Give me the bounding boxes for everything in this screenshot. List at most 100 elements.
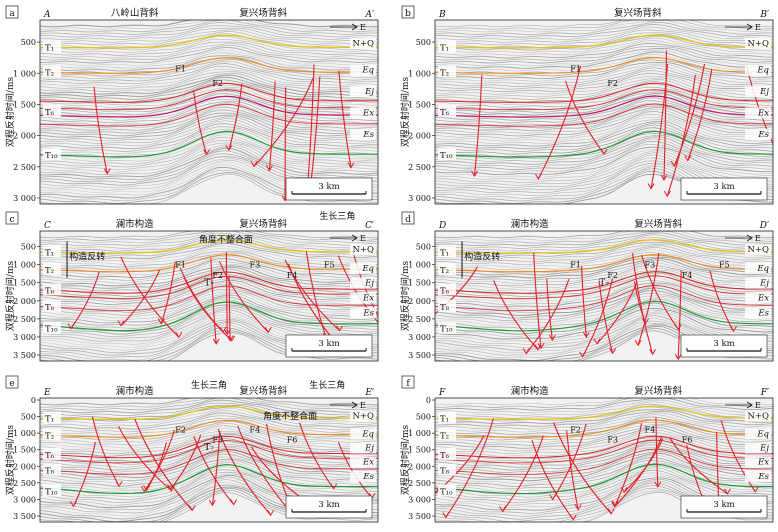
time-tick-label: 3 000 [408, 495, 431, 504]
formation-label: Eq [756, 66, 769, 76]
y-axis-label: 双程反射时间/ms [399, 425, 411, 496]
time-tick-label: 3 000 [13, 495, 36, 504]
scale-bar-label: 3 km [713, 182, 734, 192]
time-tick-label: 3 000 [408, 194, 431, 203]
structure-name: 复兴场背斜 [239, 7, 287, 19]
horizon-label: T₂ [45, 432, 54, 442]
time-tick-label: 2 000 [408, 132, 431, 141]
horizon-label: T₁ [440, 248, 449, 258]
line-end-label: B′ [759, 10, 769, 20]
scale-bar-label: 3 km [713, 500, 734, 510]
east-label: E [360, 234, 366, 243]
structure-name: 澜市构造 [511, 385, 550, 397]
fault-label: F5 [719, 260, 730, 269]
formation-label: Ej [759, 87, 769, 97]
y-axis-label: 双程反射时间/ms [4, 425, 16, 496]
formation-label: Ex [362, 458, 374, 468]
time-tick-label: 500 [416, 413, 431, 422]
time-tick-label: 2 000 [408, 462, 431, 471]
time-tick-label: 1 500 [408, 446, 431, 455]
horizon-label: T₆ [440, 286, 450, 296]
panel-letter: c [9, 215, 14, 225]
formation-label: Eq [361, 66, 374, 76]
fault-label: F2 [607, 271, 618, 280]
horizon-label: T₂ [45, 69, 54, 79]
time-tick-label: 1 000 [13, 261, 36, 270]
formation-label: N+Q [352, 412, 374, 422]
section-annotation: 角度不整合面 [199, 234, 253, 246]
section-annotation: T₇ [599, 279, 609, 289]
fault-label: F3 [645, 260, 656, 269]
seismic-section [435, 16, 778, 206]
time-tick-label: 3 500 [13, 512, 36, 521]
seismic-section [40, 16, 378, 206]
section-annotation: T₇ [204, 443, 214, 453]
time-tick-label: 500 [21, 38, 36, 47]
horizon-label: T₈ [45, 303, 55, 313]
horizon-label: T₆ [440, 108, 450, 118]
formation-label: Ej [364, 87, 374, 97]
fault-label: F4 [287, 271, 298, 280]
fault-label: F4 [682, 271, 693, 280]
section-annotation: 构造反转 [69, 251, 105, 263]
formation-label: N+Q [747, 39, 769, 49]
scale-bar-label: 3 km [318, 339, 339, 349]
line-end-label: F′ [760, 388, 769, 398]
horizon-label: T₁₀ [440, 325, 453, 335]
time-tick-label: 2 000 [13, 462, 36, 471]
time-tick-label: 500 [21, 243, 36, 252]
fault-label: F1 [175, 260, 186, 269]
formation-label: Es [757, 130, 769, 140]
formation-label: N+Q [352, 245, 374, 255]
formation-label: N+Q [747, 412, 769, 422]
formation-label: Ex [757, 294, 769, 304]
formation-label: Es [362, 130, 374, 140]
fault-label: F2 [570, 426, 581, 435]
line-end-label: A′ [364, 10, 374, 20]
structure-name: 复兴场背斜 [634, 218, 682, 230]
horizon-label: T₆ [440, 451, 450, 461]
formation-label: Ej [759, 279, 769, 289]
horizon-label: T₆ [45, 451, 55, 461]
line-start-label: D [438, 221, 446, 231]
horizon-label: T₁ [45, 415, 54, 425]
east-label: E [755, 401, 761, 410]
horizon-label: T₂ [440, 266, 449, 276]
panel-letter: d [405, 215, 411, 225]
time-tick-label: 0 [31, 396, 36, 405]
line-start-label: A [43, 10, 51, 20]
panel-letter: a [9, 9, 15, 19]
horizon-label: T₈ [440, 303, 450, 313]
section-annotation: T₇ [204, 279, 214, 289]
scale-bar-label: 3 km [318, 182, 339, 192]
fault-label: F3 [212, 436, 223, 445]
time-tick-label: 2 500 [408, 315, 431, 324]
time-tick-label: 1 000 [408, 429, 431, 438]
scale-bar-label: 3 km [713, 339, 734, 349]
time-tick-label: 3 500 [408, 351, 431, 360]
structure-name: 复兴场背斜 [614, 7, 662, 19]
time-tick-label: 1 500 [13, 279, 36, 288]
formation-label: Es [757, 472, 769, 482]
fault-label: F2 [212, 79, 223, 88]
time-tick-label: 1 000 [13, 429, 36, 438]
time-tick-label: 3 500 [408, 512, 431, 521]
time-tick-label: 2 500 [13, 479, 36, 488]
horizon-label: T₁ [440, 415, 449, 425]
time-tick-label: 500 [416, 243, 431, 252]
formation-label: Es [362, 472, 374, 482]
horizon-label: T₈ [45, 467, 55, 477]
horizon-label: T₂ [440, 432, 449, 442]
time-tick-label: 1 000 [408, 69, 431, 78]
fault-label: F1 [175, 65, 186, 74]
time-tick-label: 1 500 [408, 279, 431, 288]
line-start-label: E [43, 388, 51, 398]
horizon-label: T₁₀ [45, 325, 58, 335]
line-end-label: D′ [759, 221, 769, 231]
structure-name: 澜市构造 [116, 218, 155, 230]
time-tick-label: 1 500 [13, 100, 36, 109]
